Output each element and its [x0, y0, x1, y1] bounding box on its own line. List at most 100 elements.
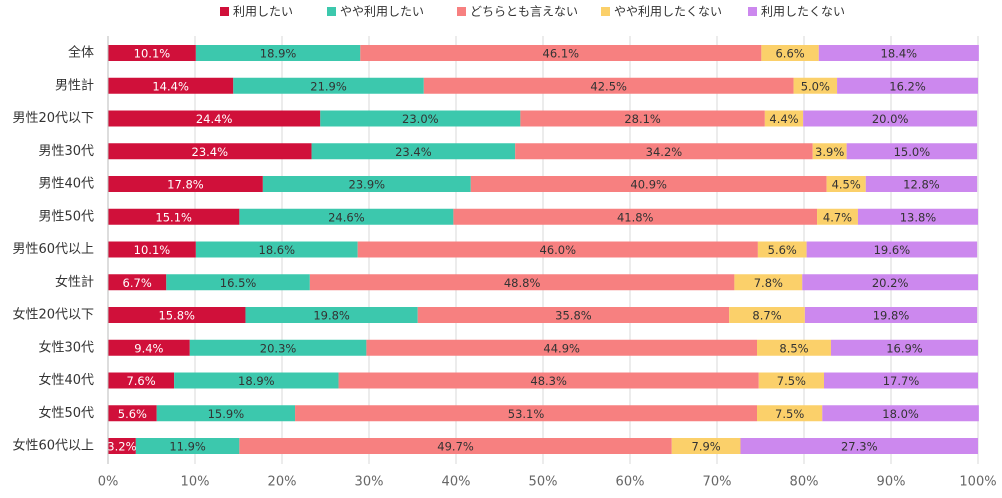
data-label: 16.9% — [886, 341, 923, 355]
x-tick-label: 40% — [442, 475, 471, 490]
x-tick-label: 0% — [98, 475, 119, 490]
bar-segment — [520, 110, 765, 127]
data-label: 20.2% — [872, 276, 909, 290]
data-label: 19.8% — [313, 309, 350, 323]
data-label: 4.7% — [823, 210, 852, 224]
data-label: 28.1% — [624, 112, 661, 126]
bar-segment — [156, 405, 296, 422]
bar-segment — [195, 45, 361, 61]
data-label: 14.4% — [152, 79, 189, 93]
bar-segment — [166, 274, 310, 291]
category-label: 女性60代以上 — [12, 438, 94, 454]
bar-segment — [189, 339, 367, 356]
data-label: 6.7% — [123, 276, 152, 290]
data-label: 15.1% — [155, 210, 192, 224]
data-label: 23.0% — [402, 112, 439, 126]
data-label: 10.1% — [134, 243, 171, 257]
data-label: 10.1% — [134, 47, 171, 61]
bar-segment — [108, 274, 167, 291]
data-label: 48.8% — [504, 276, 541, 290]
data-label: 18.0% — [882, 407, 919, 421]
data-label: 46.0% — [540, 243, 577, 257]
category-label: 女性30代 — [38, 339, 94, 355]
data-label: 53.1% — [508, 407, 545, 421]
legend-label: 利用したくない — [761, 5, 845, 19]
bar-segment — [108, 339, 190, 356]
data-label: 15.0% — [894, 145, 931, 159]
bar-segment — [826, 176, 866, 192]
bar-segment — [818, 45, 979, 61]
bar-segment — [135, 438, 240, 454]
data-label: 21.9% — [310, 79, 347, 93]
data-label: 23.4% — [395, 145, 432, 159]
bar-segment — [846, 143, 978, 160]
data-label: 17.8% — [167, 178, 204, 192]
data-label: 49.7% — [437, 440, 474, 454]
bar-segment — [262, 176, 471, 192]
bar-segment — [757, 405, 823, 422]
data-label: 41.8% — [617, 210, 654, 224]
category-label: 男性30代 — [38, 144, 94, 159]
bar-segment — [108, 438, 136, 454]
category-label: 女性40代 — [38, 372, 94, 388]
data-label: 23.9% — [349, 178, 386, 192]
bar-segment — [812, 143, 847, 160]
bar-segment — [295, 405, 758, 422]
x-tick-label: 10% — [181, 475, 210, 490]
data-label: 17.7% — [883, 374, 920, 388]
bar-segment — [824, 372, 978, 389]
x-tick-label: 50% — [529, 475, 558, 490]
data-label: 18.9% — [238, 374, 275, 388]
legend-swatch — [327, 7, 336, 16]
bar-segment — [108, 77, 234, 94]
bar-segment — [108, 208, 240, 225]
bar-segment — [837, 77, 978, 94]
data-label: 20.3% — [260, 341, 297, 355]
legend-label: どちらとも言えない — [470, 5, 578, 19]
category-label: 男性20代以下 — [12, 111, 94, 126]
bar-segment — [822, 405, 979, 422]
bar-segment — [239, 208, 454, 225]
bar-segment — [758, 372, 825, 389]
bar-segment — [764, 110, 804, 127]
bar-segment — [195, 241, 358, 258]
data-label: 42.5% — [590, 79, 627, 93]
bar-segment — [470, 176, 827, 192]
bar-segment — [108, 110, 321, 127]
bar-segment — [817, 208, 858, 225]
data-label: 40.9% — [630, 178, 667, 192]
data-label: 16.5% — [220, 276, 257, 290]
bar-segment — [806, 241, 978, 258]
bar-segment — [338, 372, 759, 389]
data-label: 19.8% — [873, 309, 910, 323]
data-label: 5.0% — [801, 79, 830, 93]
data-label: 11.9% — [169, 440, 206, 454]
bar-segment — [417, 307, 730, 323]
bar-segment — [423, 77, 794, 94]
data-label: 9.4% — [134, 341, 163, 355]
data-label: 46.1% — [543, 47, 580, 61]
legend-label: 利用したい — [233, 5, 293, 19]
bar-segment — [857, 208, 978, 225]
bar-segment — [804, 307, 978, 323]
x-tick-label: 70% — [703, 475, 732, 490]
bar-segment — [108, 307, 246, 323]
x-tick-label: 90% — [877, 475, 906, 490]
data-label: 3.2% — [107, 440, 136, 454]
data-label: 8.7% — [752, 309, 781, 323]
bar-segment — [108, 241, 196, 258]
data-label: 15.9% — [208, 407, 245, 421]
data-label: 18.4% — [881, 47, 918, 61]
data-label: 44.9% — [543, 341, 580, 355]
data-label: 20.0% — [872, 112, 909, 126]
bar-segment — [761, 45, 819, 61]
bar-segment — [108, 405, 157, 422]
legend-label: やや利用したい — [340, 5, 424, 19]
data-label: 16.2% — [889, 79, 926, 93]
data-label: 19.6% — [874, 243, 911, 257]
legend-swatch — [220, 7, 229, 16]
category-label: 男性40代 — [38, 177, 94, 192]
bar-segment — [757, 241, 807, 258]
data-label: 7.5% — [775, 407, 804, 421]
